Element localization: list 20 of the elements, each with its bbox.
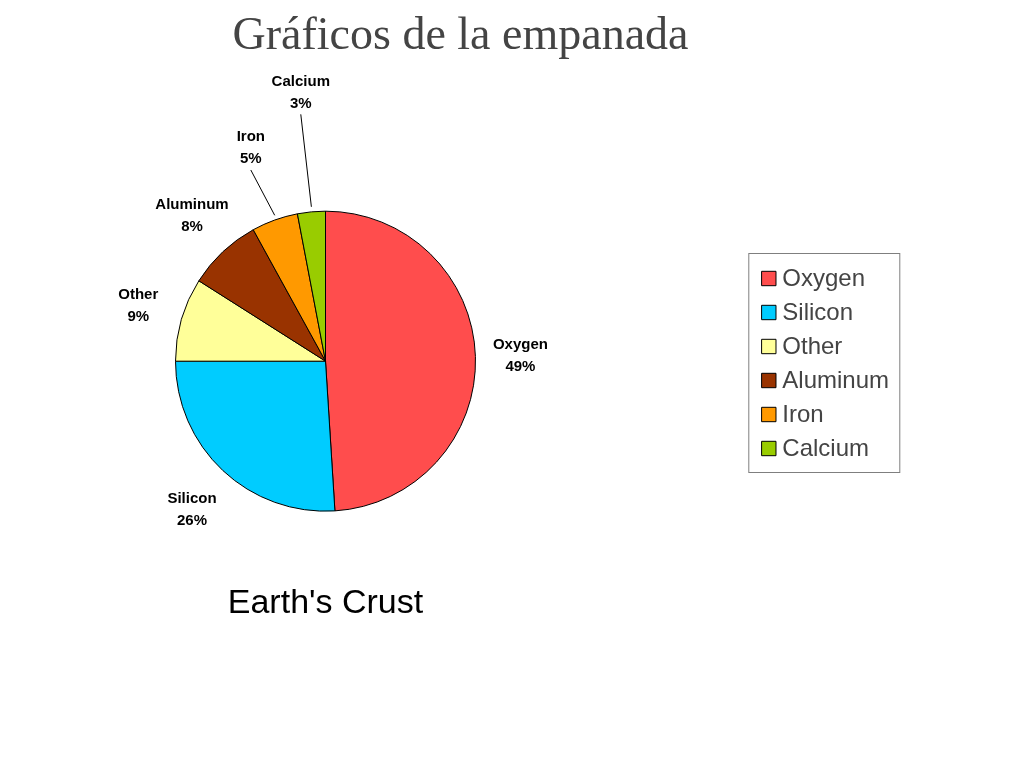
data-label: 26% (177, 510, 208, 528)
chart-title: Gráficos de la empanada (232, 7, 689, 59)
data-label: 9% (127, 307, 150, 325)
legend-label: Aluminum (782, 366, 889, 394)
legend-label: Other (782, 332, 843, 360)
slice-label: Silicon (167, 488, 217, 506)
text: Earth's Crust (227, 582, 424, 621)
data-label: 5% (239, 149, 262, 167)
legend-label: Calcium (782, 434, 869, 462)
data-label: 8% (181, 216, 203, 234)
legend-label: Oxygen (782, 264, 866, 292)
slice-label: Other (118, 285, 159, 303)
legend-label: Iron (782, 400, 824, 428)
data-label: 49% (505, 357, 536, 375)
slice-label: Calcium (271, 71, 330, 89)
slice-label: Oxygen (492, 335, 548, 353)
slice-label: Iron (236, 127, 265, 145)
legend-label: Silicon (782, 298, 853, 326)
slice-label: Aluminum (155, 194, 229, 212)
data-label: 3% (289, 93, 312, 111)
